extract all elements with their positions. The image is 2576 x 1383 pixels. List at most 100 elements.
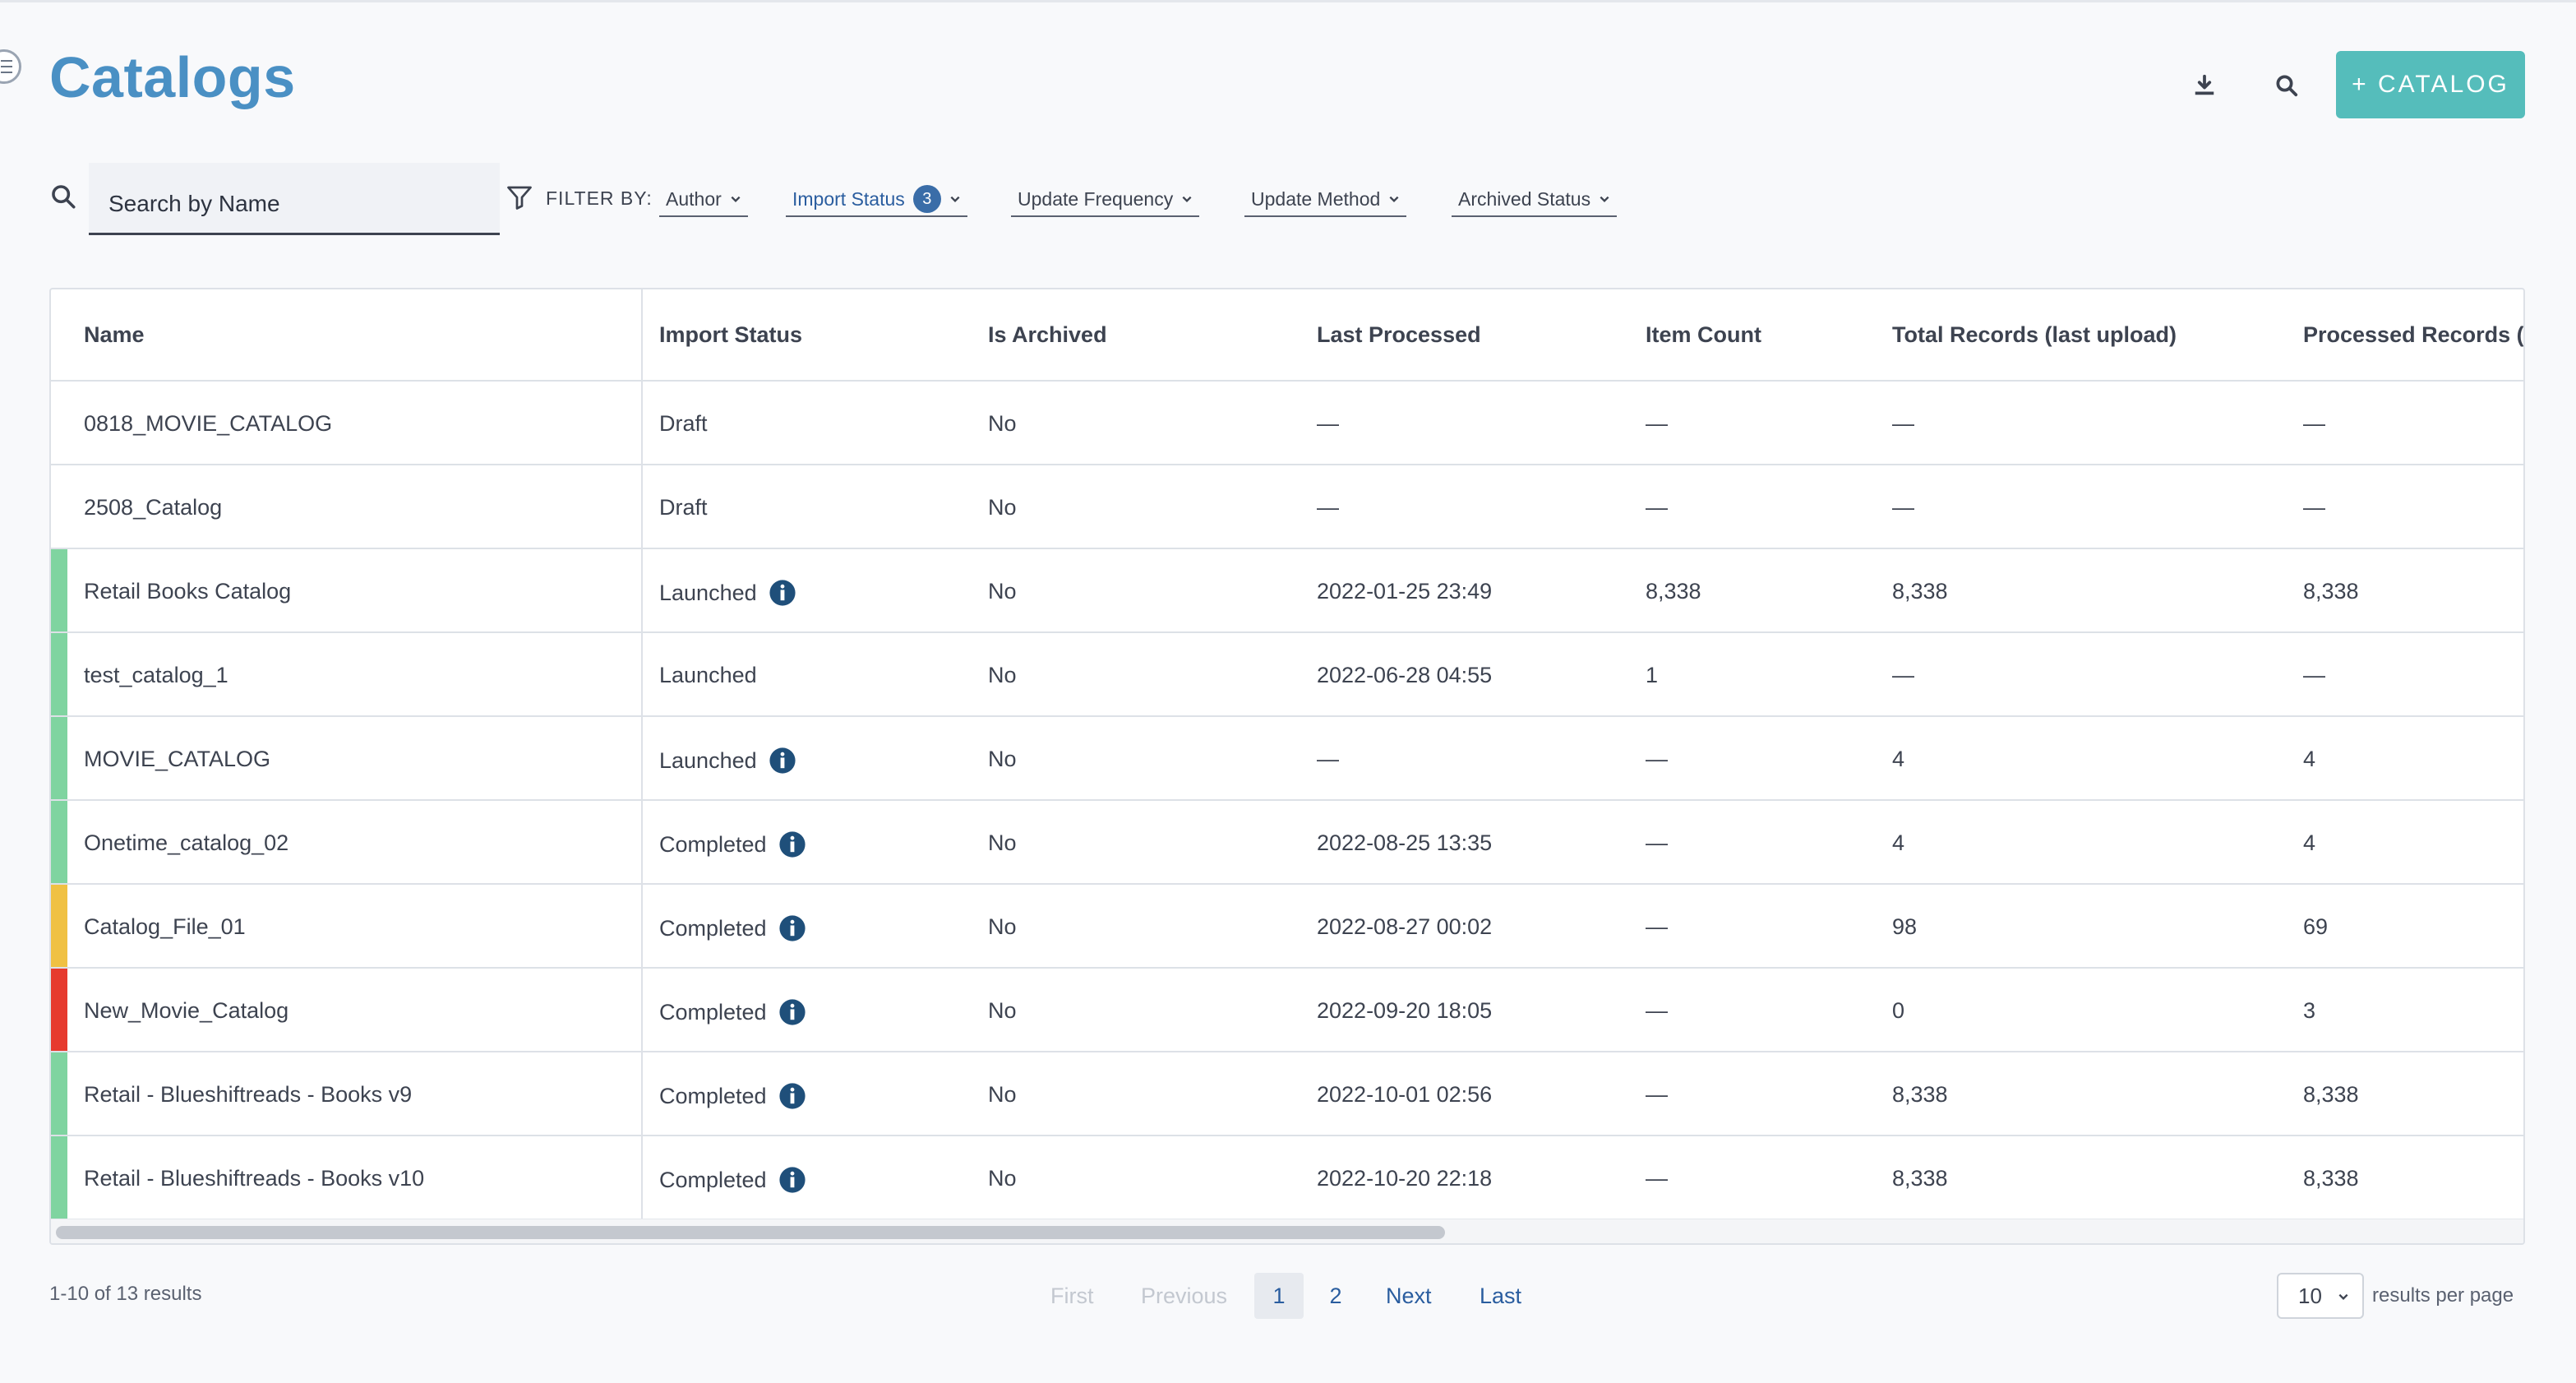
import-status-filter-dropdown[interactable]: Import Status 3 [786, 183, 967, 217]
cell-processed-records: — [2303, 411, 2325, 437]
cell-name[interactable]: Onetime_catalog_02 [84, 830, 289, 856]
cell-item-count-text: — [1646, 914, 1668, 939]
author-filter-label: Author [666, 187, 722, 210]
cell-import-status-text: Completed [659, 1167, 767, 1192]
column-header-processed-records[interactable]: Processed Records ( [2303, 322, 2524, 347]
table-row[interactable]: Retail - Blueshiftreads - Books v10 Compl… [51, 1136, 2523, 1220]
update-frequency-filter-dropdown[interactable]: Update Frequency [1011, 183, 1200, 217]
cell-import-status: Launched [659, 579, 796, 607]
cell-processed-records: — [2303, 663, 2325, 688]
cell-is-archived-text: No [988, 1166, 1017, 1191]
cell-processed-records-text: 4 [2303, 747, 2316, 771]
cell-last-processed-text: 2022-08-25 13:35 [1317, 830, 1493, 855]
table-row[interactable]: test_catalog_1 Launched No 2022-06-28 04:55… [51, 633, 2523, 717]
cell-import-status-text: Launched [659, 663, 757, 687]
table-row[interactable]: New_Movie_Catalog Completed No 2022-09-20 1… [51, 969, 2523, 1052]
info-icon[interactable] [769, 579, 796, 607]
cell-name-text: Catalog_File_01 [84, 914, 246, 939]
table-row[interactable]: Onetime_catalog_02 Completed No 2022-08-25 … [51, 801, 2523, 885]
cell-total-records: — [1892, 411, 1914, 437]
search-field [89, 163, 500, 235]
cell-name[interactable]: Retail Books Catalog [84, 579, 291, 604]
pagination-last[interactable]: Last [1480, 1283, 1522, 1308]
info-icon[interactable] [778, 830, 806, 858]
archived-status-filter-dropdown[interactable]: Archived Status [1452, 183, 1618, 217]
cell-name[interactable]: Catalog_File_01 [84, 914, 246, 940]
cell-item-count-text: — [1646, 495, 1668, 520]
search-icon [2276, 75, 2298, 97]
catalogs-table: Name Import Status Is Archived Last Proc… [49, 288, 2525, 1245]
status-indicator-strip [51, 969, 67, 1051]
cell-import-status-text: Launched [659, 747, 757, 773]
cell-is-archived: No [988, 1082, 1017, 1108]
cell-item-count: 1 [1646, 663, 1658, 688]
download-icon [2195, 74, 2214, 95]
table-row[interactable]: Retail - Blueshiftreads - Books v9 Comple… [51, 1052, 2523, 1136]
column-header-import-status[interactable]: Import Status [659, 322, 803, 347]
column-header-is-archived[interactable]: Is Archived [988, 322, 1107, 347]
cell-total-records: — [1892, 495, 1914, 520]
pagination-first[interactable]: First [1050, 1283, 1094, 1308]
results-per-page-select[interactable]: 10 [2277, 1273, 2364, 1319]
cell-name[interactable]: Retail - Blueshiftreads - Books v10 [84, 1166, 424, 1191]
cell-processed-records: 3 [2303, 998, 2315, 1024]
cell-total-records-text: 8,338 [1892, 579, 1948, 604]
cell-last-processed: — [1317, 495, 1339, 520]
author-filter-dropdown[interactable]: Author [659, 183, 748, 217]
column-header-name[interactable]: Name [84, 322, 145, 347]
pagination-page-2[interactable]: 2 [1329, 1283, 1342, 1308]
cell-total-records-text: — [1892, 663, 1914, 687]
cell-item-count-text: — [1646, 747, 1668, 771]
table-row[interactable]: 2508_Catalog Draft No — — — — [51, 465, 2523, 549]
info-icon[interactable] [778, 1082, 806, 1110]
chevron-down-icon [1389, 196, 1399, 202]
top-divider [0, 0, 2576, 2]
table-row[interactable]: Catalog_File_01 Completed No 2022-08-27 00:… [51, 885, 2523, 969]
column-header-total-records[interactable]: Total Records (last upload) [1892, 322, 2177, 347]
cell-total-records: — [1892, 663, 1914, 688]
add-catalog-button[interactable]: + CATALOG [2336, 51, 2525, 118]
pagination-next[interactable]: Next [1386, 1283, 1432, 1308]
header-search-button[interactable] [2262, 61, 2311, 110]
pagination-page-1[interactable]: 1 [1254, 1273, 1304, 1319]
cell-processed-records-text: 4 [2303, 830, 2316, 855]
table-row[interactable]: Retail Books Catalog Launched No 2022-01-25… [51, 549, 2523, 633]
pagination-previous[interactable]: Previous [1141, 1283, 1228, 1308]
cell-total-records-text: 4 [1892, 747, 1905, 771]
horizontal-scrollbar[interactable] [51, 1219, 2523, 1243]
cell-name[interactable]: 0818_MOVIE_CATALOG [84, 411, 332, 437]
cell-is-archived-text: No [988, 914, 1017, 939]
search-input[interactable] [89, 163, 500, 233]
cell-import-status: Completed [659, 830, 806, 858]
column-header-last-processed[interactable]: Last Processed [1317, 322, 1481, 347]
cell-item-count-text: 1 [1646, 663, 1659, 687]
cell-processed-records-text: — [2303, 663, 2325, 687]
info-icon[interactable] [778, 1166, 806, 1194]
table-row[interactable]: MOVIE_CATALOG Launched No — — 4 4 [51, 717, 2523, 801]
cell-name[interactable]: 2508_Catalog [84, 495, 222, 520]
column-header-item-count[interactable]: Item Count [1646, 322, 1761, 347]
cell-name[interactable]: MOVIE_CATALOG [84, 747, 270, 772]
cell-last-processed: 2022-08-25 13:35 [1317, 830, 1492, 856]
info-icon[interactable] [778, 998, 806, 1026]
cell-name[interactable]: test_catalog_1 [84, 663, 229, 688]
search-icon [52, 185, 76, 209]
info-icon[interactable] [769, 747, 796, 775]
download-button[interactable] [2180, 61, 2229, 110]
cell-import-status: Draft [659, 495, 708, 520]
cell-total-records: 8,338 [1892, 579, 1948, 604]
cell-name[interactable]: New_Movie_Catalog [84, 998, 289, 1024]
update-method-filter-dropdown[interactable]: Update Method [1244, 183, 1407, 217]
cell-item-count-text: — [1646, 1166, 1668, 1191]
menu-toggle-icon[interactable] [0, 49, 21, 84]
cell-item-count: — [1646, 747, 1668, 772]
scrollbar-thumb[interactable] [56, 1226, 1445, 1239]
cell-last-processed-text: 2022-10-20 22:18 [1317, 1166, 1493, 1191]
page-title: Catalogs [49, 45, 296, 109]
cell-name[interactable]: Retail - Blueshiftreads - Books v9 [84, 1082, 412, 1108]
info-icon[interactable] [778, 914, 806, 942]
cell-import-status-text: Draft [659, 495, 708, 520]
cell-processed-records-text: 8,338 [2303, 579, 2359, 604]
status-indicator-strip [51, 1136, 67, 1219]
table-row[interactable]: 0818_MOVIE_CATALOG Draft No — — — — [51, 382, 2523, 465]
